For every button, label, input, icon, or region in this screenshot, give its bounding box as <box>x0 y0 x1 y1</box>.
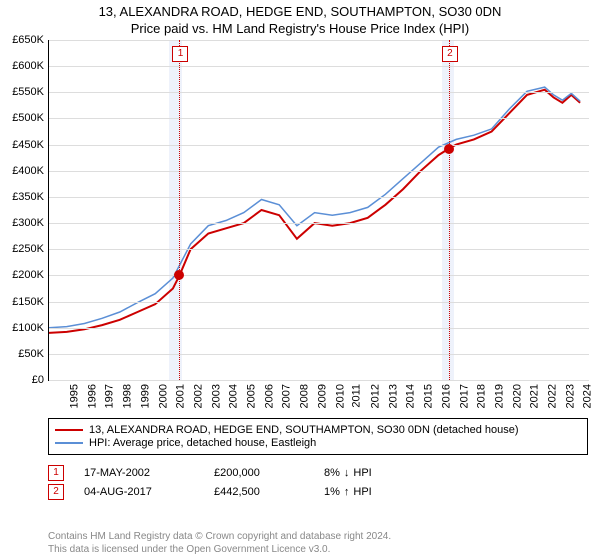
y-tick-label: £650K <box>0 34 44 46</box>
event-row-price: £200,000 <box>214 467 304 479</box>
event-row-delta-label: HPI <box>353 486 371 498</box>
event-row-delta-label: HPI <box>353 467 371 479</box>
gridline <box>49 328 589 329</box>
events-table: 1 17-MAY-2002 £200,000 8% ↓HPI 2 04-AUG-2017 £4… <box>48 462 588 503</box>
gridline <box>49 66 589 67</box>
x-tick-label: 1995 <box>68 384 80 408</box>
gridline <box>49 380 589 381</box>
x-tick-label: 2018 <box>476 384 488 408</box>
footer-line1: Contains HM Land Registry data © Crown c… <box>48 531 588 544</box>
x-tick-label: 2005 <box>246 384 258 408</box>
x-tick-label: 2000 <box>157 384 169 408</box>
gridline <box>49 145 589 146</box>
x-tick-label: 1998 <box>122 384 134 408</box>
x-tick-label: 1997 <box>104 384 116 408</box>
y-tick-label: £250K <box>0 243 44 255</box>
y-tick-label: £400K <box>0 165 44 177</box>
gridline <box>49 302 589 303</box>
y-tick-label: £350K <box>0 191 44 203</box>
legend-label: HPI: Average price, detached house, East… <box>89 437 316 449</box>
event-row-date: 04-AUG-2017 <box>84 486 194 498</box>
x-tick-label: 2023 <box>564 384 576 408</box>
plot-area: 12 <box>48 40 589 381</box>
y-tick-label: £300K <box>0 217 44 229</box>
gridline <box>49 223 589 224</box>
legend-item: 13, ALEXANDRA ROAD, HEDGE END, SOUTHAMPT… <box>55 424 581 436</box>
event-vline <box>179 40 180 380</box>
x-tick-label: 2003 <box>210 384 222 408</box>
series-line <box>49 90 580 333</box>
event-marker: 2 <box>442 46 458 62</box>
chart-title-line2: Price paid vs. HM Land Registry's House … <box>0 21 600 38</box>
x-tick-label: 2007 <box>281 384 293 408</box>
event-row-price: £442,500 <box>214 486 304 498</box>
x-tick-label: 2015 <box>423 384 435 408</box>
gridline <box>49 118 589 119</box>
gridline <box>49 197 589 198</box>
x-tick-label: 2010 <box>334 384 346 408</box>
x-tick-label: 2012 <box>369 384 381 408</box>
x-tick-label: 2004 <box>228 384 240 408</box>
x-tick-label: 2014 <box>405 384 417 408</box>
x-tick-label: 2009 <box>316 384 328 408</box>
x-tick-label: 2016 <box>440 384 452 408</box>
arrow-down-icon: ↓ <box>344 467 350 479</box>
y-tick-label: £150K <box>0 296 44 308</box>
x-tick-label: 2024 <box>582 384 594 408</box>
gridline <box>49 171 589 172</box>
chart-title-line1: 13, ALEXANDRA ROAD, HEDGE END, SOUTHAMPT… <box>0 4 600 21</box>
x-tick-label: 1996 <box>86 384 98 408</box>
event-row-pct: 8% <box>324 467 340 479</box>
event-dot <box>444 144 454 154</box>
x-tick-label: 2002 <box>192 384 204 408</box>
y-tick-label: £500K <box>0 112 44 124</box>
x-tick-label: 2021 <box>529 384 541 408</box>
x-tick-label: 2013 <box>387 384 399 408</box>
event-dot <box>174 270 184 280</box>
legend: 13, ALEXANDRA ROAD, HEDGE END, SOUTHAMPT… <box>48 418 588 455</box>
y-tick-label: £100K <box>0 322 44 334</box>
y-tick-label: £600K <box>0 60 44 72</box>
legend-swatch <box>55 429 83 431</box>
gridline <box>49 92 589 93</box>
y-tick-label: £50K <box>0 348 44 360</box>
x-tick-label: 2019 <box>493 384 505 408</box>
gridline <box>49 275 589 276</box>
footer: Contains HM Land Registry data © Crown c… <box>48 531 588 556</box>
event-row-delta: 8% ↓HPI <box>324 467 414 479</box>
x-tick-label: 2001 <box>175 384 187 408</box>
y-tick-label: £0 <box>0 374 44 386</box>
y-tick-label: £550K <box>0 86 44 98</box>
x-tick-label: 1999 <box>139 384 151 408</box>
event-marker: 1 <box>172 46 188 62</box>
event-row-date: 17-MAY-2002 <box>84 467 194 479</box>
chart: 12 £0£50K£100K£150K£200K£250K£300K£350K£… <box>0 40 600 400</box>
gridline <box>49 249 589 250</box>
footer-line2: This data is licensed under the Open Gov… <box>48 544 588 557</box>
x-tick-label: 2020 <box>511 384 523 408</box>
arrow-up-icon: ↑ <box>344 486 350 498</box>
x-tick-label: 2022 <box>547 384 559 408</box>
event-vline <box>449 40 450 380</box>
gridline <box>49 354 589 355</box>
legend-label: 13, ALEXANDRA ROAD, HEDGE END, SOUTHAMPT… <box>89 424 519 436</box>
x-tick-label: 2006 <box>263 384 275 408</box>
x-tick-label: 2017 <box>458 384 470 408</box>
y-tick-label: £200K <box>0 269 44 281</box>
event-row: 2 04-AUG-2017 £442,500 1% ↑HPI <box>48 484 588 500</box>
x-tick-label: 2008 <box>299 384 311 408</box>
event-row: 1 17-MAY-2002 £200,000 8% ↓HPI <box>48 465 588 481</box>
x-tick-label: 2011 <box>351 384 363 408</box>
event-row-marker: 2 <box>48 484 64 500</box>
gridline <box>49 40 589 41</box>
event-row-delta: 1% ↑HPI <box>324 486 414 498</box>
event-row-pct: 1% <box>324 486 340 498</box>
legend-item: HPI: Average price, detached house, East… <box>55 437 581 449</box>
event-row-marker: 1 <box>48 465 64 481</box>
y-tick-label: £450K <box>0 139 44 151</box>
legend-swatch <box>55 442 83 444</box>
chart-lines <box>49 40 589 380</box>
